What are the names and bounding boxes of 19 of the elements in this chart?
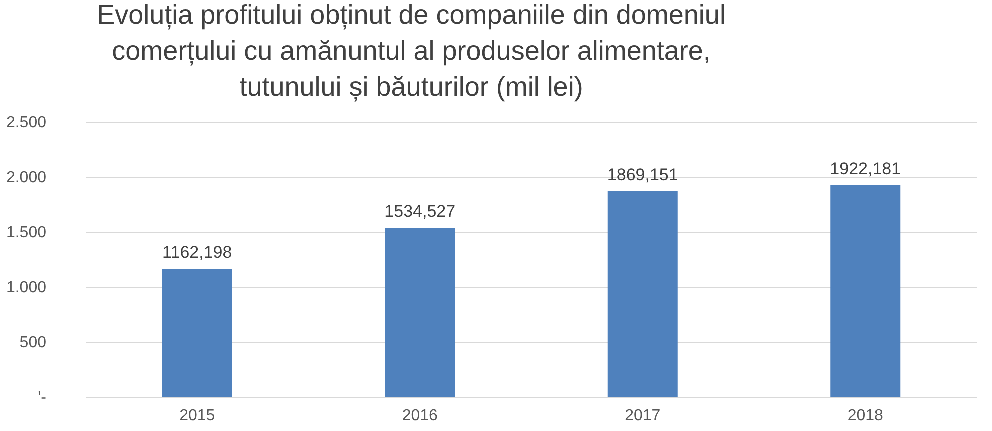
chart-title: Evoluția profitului obținut de companiile din domeniul comerțului cu amănuntul al produselor alimentare, tutunului și băuturilor (mil lei) (97, 0, 726, 102)
x-tick-label: 2018 (848, 408, 884, 424)
y-tick-label: '- (38, 390, 46, 406)
data-label: 1869,151 (607, 165, 678, 184)
bar (608, 191, 678, 397)
data-label: 1162,198 (162, 243, 232, 262)
bar (385, 228, 456, 397)
y-tick-label: 2.500 (6, 114, 47, 132)
y-tick-label: 2.000 (6, 170, 47, 186)
bar (830, 186, 901, 397)
bar (162, 269, 232, 397)
x-tick-label: 2017 (625, 408, 661, 424)
x-tick-label: 2016 (402, 408, 438, 424)
data-label: 1922,181 (830, 160, 902, 179)
y-tick-label: 1.500 (6, 224, 47, 242)
data-label: 1534,527 (384, 202, 456, 222)
y-tick-label: 1.000 (6, 280, 47, 296)
y-tick-label: 500 (20, 334, 47, 352)
x-tick-label: 2015 (180, 408, 216, 424)
